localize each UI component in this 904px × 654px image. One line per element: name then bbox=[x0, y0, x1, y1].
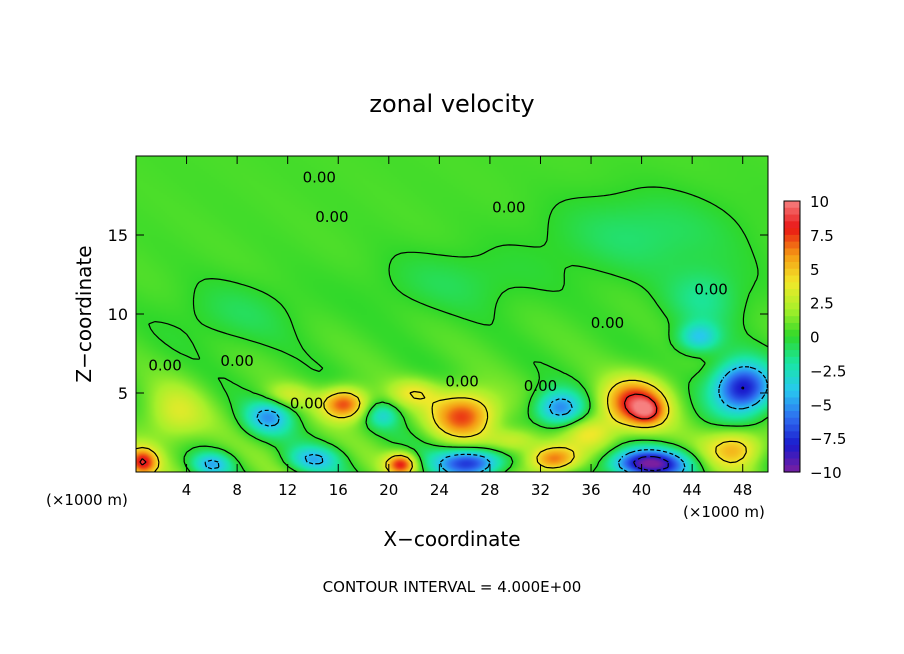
y-axis-label: Z−coordinate bbox=[72, 245, 96, 382]
colorbar-swatch bbox=[784, 377, 800, 385]
y-tick-label: 15 bbox=[108, 226, 128, 245]
contour-label: 0.00 bbox=[290, 394, 323, 412]
x-tick-label: 24 bbox=[430, 481, 449, 499]
colorbar-swatch bbox=[784, 275, 800, 283]
x-tick-label: 16 bbox=[329, 481, 348, 499]
colorbar-swatch bbox=[784, 404, 800, 412]
colorbar-swatch bbox=[784, 438, 800, 446]
colorbar-tick-label: 0 bbox=[810, 329, 820, 347]
colorbar-swatch bbox=[784, 268, 800, 277]
colorbar-swatch bbox=[784, 289, 800, 297]
colorbar-swatch bbox=[784, 255, 800, 263]
colorbar-swatch bbox=[784, 411, 800, 419]
colorbar-swatch bbox=[784, 370, 800, 378]
colorbar-swatch bbox=[784, 424, 800, 432]
x-tick-label: 4 bbox=[182, 481, 192, 499]
x-tick-label: 12 bbox=[278, 481, 297, 499]
colorbar-swatch bbox=[784, 248, 800, 256]
y-tick-label: 10 bbox=[108, 305, 128, 324]
colorbar-swatch bbox=[784, 458, 800, 466]
colorbar-swatch bbox=[784, 295, 800, 304]
contour-labels: 0.00 0.00 0.00 0.00 0.00 0.00 0.00 0.00 0.00 0.00 bbox=[148, 169, 727, 413]
colorbar-swatch bbox=[784, 302, 800, 310]
x-axis-label: X−coordinate bbox=[383, 527, 520, 551]
contour-label: 0.00 bbox=[303, 169, 336, 187]
colorbar-swatch bbox=[784, 261, 800, 270]
colorbar-swatch bbox=[784, 241, 800, 250]
x-unit-right: (×1000 m) bbox=[683, 503, 765, 521]
colorbar-swatch bbox=[784, 221, 800, 229]
colorbar-swatch bbox=[784, 329, 800, 338]
colorbar-tick-label: 7.5 bbox=[810, 227, 834, 245]
contour-label: 0.00 bbox=[445, 372, 478, 390]
contour-level-neg4 bbox=[204, 366, 768, 473]
colorbar-tick-label: 2.5 bbox=[810, 295, 834, 313]
colorbar: 10 7.5 5 2.5 0 −2.5 −5 −7.5 −10 bbox=[783, 193, 846, 482]
colorbar-swatch bbox=[784, 465, 800, 473]
colorbar-swatch bbox=[784, 214, 800, 222]
x-unit-left: (×1000 m) bbox=[46, 491, 128, 509]
contour-label: 0.00 bbox=[492, 199, 525, 217]
x-tick-label: 44 bbox=[683, 481, 702, 499]
colorbar-swatch bbox=[784, 343, 800, 351]
colorbar-swatch bbox=[784, 350, 800, 358]
colorbar-swatch bbox=[784, 390, 800, 399]
colorbar-tick-label: 10 bbox=[810, 193, 829, 211]
colorbar-swatch bbox=[784, 356, 800, 365]
colorbar-swatch bbox=[784, 451, 800, 460]
colorbar-tick-label: −5 bbox=[810, 396, 832, 414]
x-tick-label: 28 bbox=[480, 481, 499, 499]
x-tick-label: 32 bbox=[531, 481, 550, 499]
y-axis-ticks: 5 10 15 bbox=[108, 226, 768, 403]
colorbar-swatch bbox=[784, 207, 800, 216]
contour-label: 0.00 bbox=[694, 281, 727, 299]
x-tick-label: 40 bbox=[632, 481, 651, 499]
contour-label: 0.00 bbox=[220, 352, 253, 370]
contour-lines bbox=[135, 186, 769, 473]
colorbar-swatch bbox=[784, 444, 800, 453]
colorbar-swatch bbox=[784, 201, 800, 209]
x-tick-label: 48 bbox=[733, 481, 752, 499]
colorbar-swatch bbox=[784, 234, 800, 243]
colorbar-tick-label: −10 bbox=[810, 464, 842, 482]
colorbar-swatch bbox=[784, 316, 800, 324]
contour-label: 0.00 bbox=[148, 357, 181, 375]
contour-level-neg8 bbox=[633, 386, 745, 472]
colorbar-tick-label: −7.5 bbox=[810, 430, 846, 448]
plot-area: 0.000.000.000.000.000.000.000.00 0.000.00… bbox=[108, 155, 769, 499]
colorbar-swatch bbox=[784, 228, 800, 236]
colorbar-swatch bbox=[784, 322, 800, 331]
contour-label: 0.00 bbox=[524, 377, 557, 395]
colorbar-tick-label: 5 bbox=[810, 261, 820, 279]
contour-interval-note: CONTOUR INTERVAL = 4.000E+00 bbox=[323, 578, 582, 596]
colorbar-swatch bbox=[784, 417, 800, 426]
y-tick-label: 5 bbox=[118, 384, 128, 403]
colorbar-swatch bbox=[784, 336, 800, 344]
colorbar-swatch bbox=[784, 383, 800, 392]
colorbar-swatch bbox=[784, 309, 800, 317]
colorbar-swatch bbox=[784, 431, 800, 439]
x-tick-label: 8 bbox=[232, 481, 242, 499]
chart-title: zonal velocity bbox=[369, 90, 534, 118]
colorbar-tick-label: −2.5 bbox=[810, 362, 846, 380]
contour-level-8 bbox=[139, 393, 658, 466]
x-axis-ticks: 4 8 12 16 20 24 28 32 36 40 44 48 bbox=[182, 156, 752, 499]
contour-label: 0.00 bbox=[591, 314, 624, 332]
colorbar-swatch bbox=[784, 282, 800, 290]
x-tick-label: 20 bbox=[379, 481, 398, 499]
contour-label: 0.00 bbox=[315, 208, 348, 226]
x-tick-label: 36 bbox=[581, 481, 600, 499]
colorbar-swatch bbox=[784, 397, 800, 405]
colorbar-swatch bbox=[784, 363, 800, 371]
colorbar-frame bbox=[783, 200, 801, 473]
